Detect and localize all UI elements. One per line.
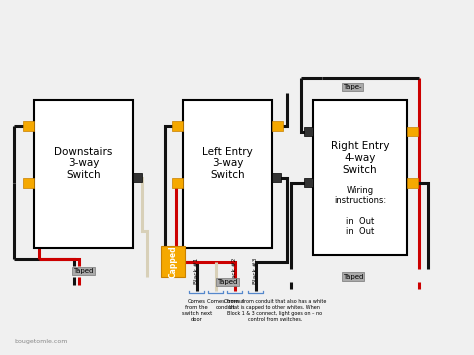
Bar [161, 246, 185, 277]
Bar [273, 173, 281, 182]
Text: Capped: Capped [169, 245, 178, 278]
Text: Comes from a
conduit: Comes from a conduit [207, 300, 244, 310]
Text: Black #2: Black #2 [232, 258, 237, 284]
Text: Taped: Taped [343, 273, 363, 279]
Text: bougetomle.com: bougetomle.com [15, 339, 68, 344]
Bar [172, 121, 182, 131]
Text: Wiring
instructions:

in  Out
in  Out: Wiring instructions: in Out in Out [334, 186, 386, 236]
Text: Downstairs
3-way
Switch: Downstairs 3-way Switch [54, 147, 113, 180]
Text: Right Entry
4-way
Switch: Right Entry 4-way Switch [331, 141, 389, 175]
Text: Taped: Taped [218, 279, 238, 285]
Text: Comes
from the
switch next
door: Comes from the switch next door [182, 300, 212, 322]
Bar [407, 127, 418, 136]
Bar [172, 178, 182, 188]
Text: Comes from conduit that also has a white
that is capped to other whites. When
Bl: Comes from conduit that also has a white… [224, 300, 326, 322]
Bar [313, 100, 407, 255]
Text: Taped: Taped [73, 268, 93, 274]
Bar [304, 178, 313, 187]
Text: Tape-: Tape- [344, 84, 362, 90]
Bar [304, 127, 313, 136]
Text: Black #3: Black #3 [254, 258, 258, 284]
Bar [23, 121, 34, 131]
Bar [273, 121, 283, 131]
Text: Black #1: Black #1 [194, 258, 200, 284]
Bar [34, 100, 133, 248]
Bar [407, 178, 418, 188]
Bar [133, 173, 142, 182]
Text: Left Entry
3-way
Switch: Left Entry 3-way Switch [202, 147, 253, 180]
Bar [23, 178, 34, 188]
Bar [182, 100, 273, 248]
